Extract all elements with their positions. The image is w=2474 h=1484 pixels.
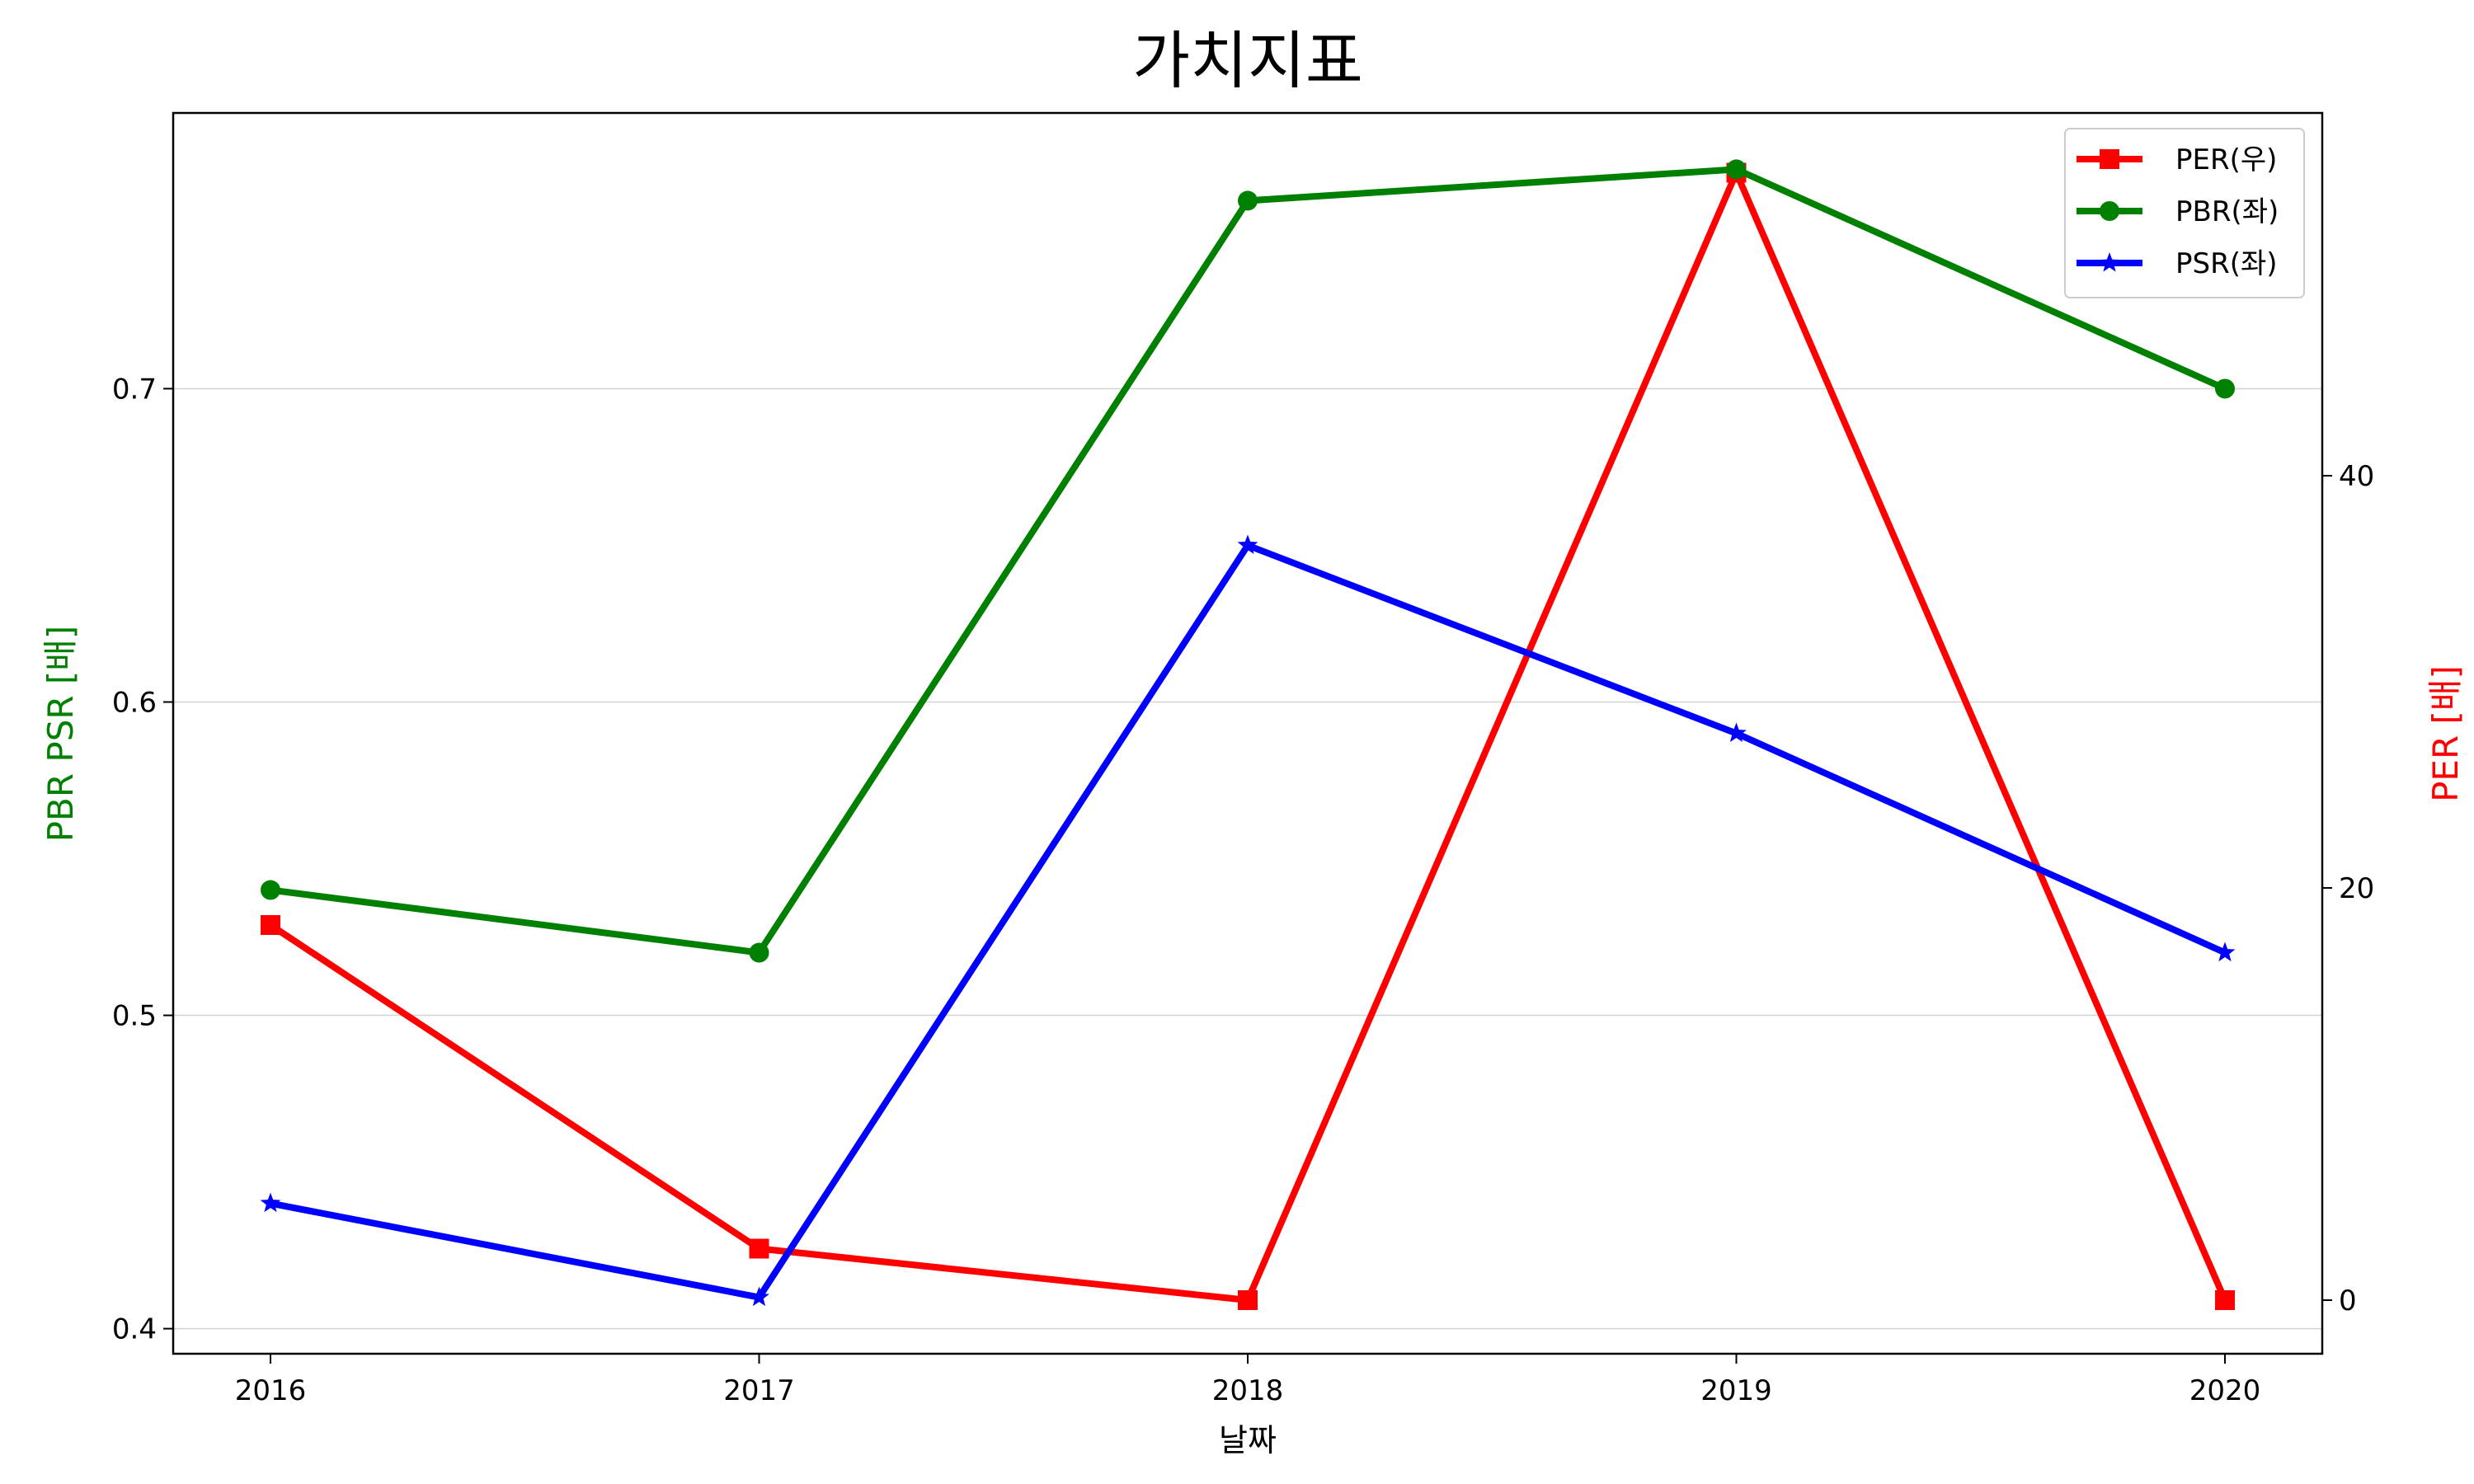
ticks: 0.4 0.5 0.6 0.7 0 20 40 2016 2017 2018 2019 2020 [112,373,2374,1407]
x-tick-label: 2020 [2189,1374,2261,1407]
data-point-psr [1726,722,1747,742]
legend-frame [2064,128,2305,298]
data-point-psr [749,1286,769,1307]
y-right-tick-label: 40 [2339,460,2374,493]
x-tick-label: 2016 [235,1374,307,1407]
x-tick-label: 2017 [723,1374,795,1407]
y-right-tick-label: 0 [2339,1284,2357,1317]
y-axis-left-title: PBR PSR [배] [40,626,81,843]
y-right-tick-label: 20 [2339,872,2374,905]
legend-entry-per: PER(우) [2077,143,2277,176]
x-tick-label: 2019 [1700,1374,1772,1407]
y-left-tick-label: 0.5 [112,1000,157,1033]
chart-title: 가치지표 [1132,24,1363,97]
y-axis-right-title: PER [배] [2425,665,2466,802]
x-tick-label: 2018 [1212,1374,1284,1407]
legend-entry-psr: PSR(좌) [2077,247,2278,280]
x-axis-title: 날짜 [1219,1422,1277,1458]
legend-label: PBR(좌) [2175,195,2279,228]
legend-label: PSR(좌) [2175,247,2278,280]
data-point-per [749,1238,769,1259]
series-pbr [261,159,2235,963]
data-point-psr [260,1192,281,1213]
data-point-pbr [261,880,280,900]
legend-label: PER(우) [2175,143,2277,176]
y-left-tick-label: 0.4 [112,1313,157,1346]
series-psr [260,534,2236,1307]
y-left-tick-label: 0.6 [112,686,157,719]
data-point-per [1238,1290,1258,1310]
data-point-psr [1237,534,1258,554]
data-point-per [2215,1290,2235,1310]
legend-swatch-marker [2099,252,2120,272]
data-point-pbr [1726,159,1747,180]
series-layer [260,159,2236,1310]
legend-swatch-marker [2100,201,2119,221]
data-point-per [261,915,280,935]
legend: PER(우) PBR(좌) PSR(좌) [2064,128,2305,298]
legend-entry-pbr: PBR(좌) [2077,195,2279,228]
data-point-pbr [749,942,769,963]
y-left-tick-label: 0.7 [112,373,157,406]
legend-swatch-marker [2100,149,2119,169]
data-point-pbr [1238,190,1258,211]
data-point-psr [2214,942,2236,962]
data-point-pbr [2215,378,2235,399]
